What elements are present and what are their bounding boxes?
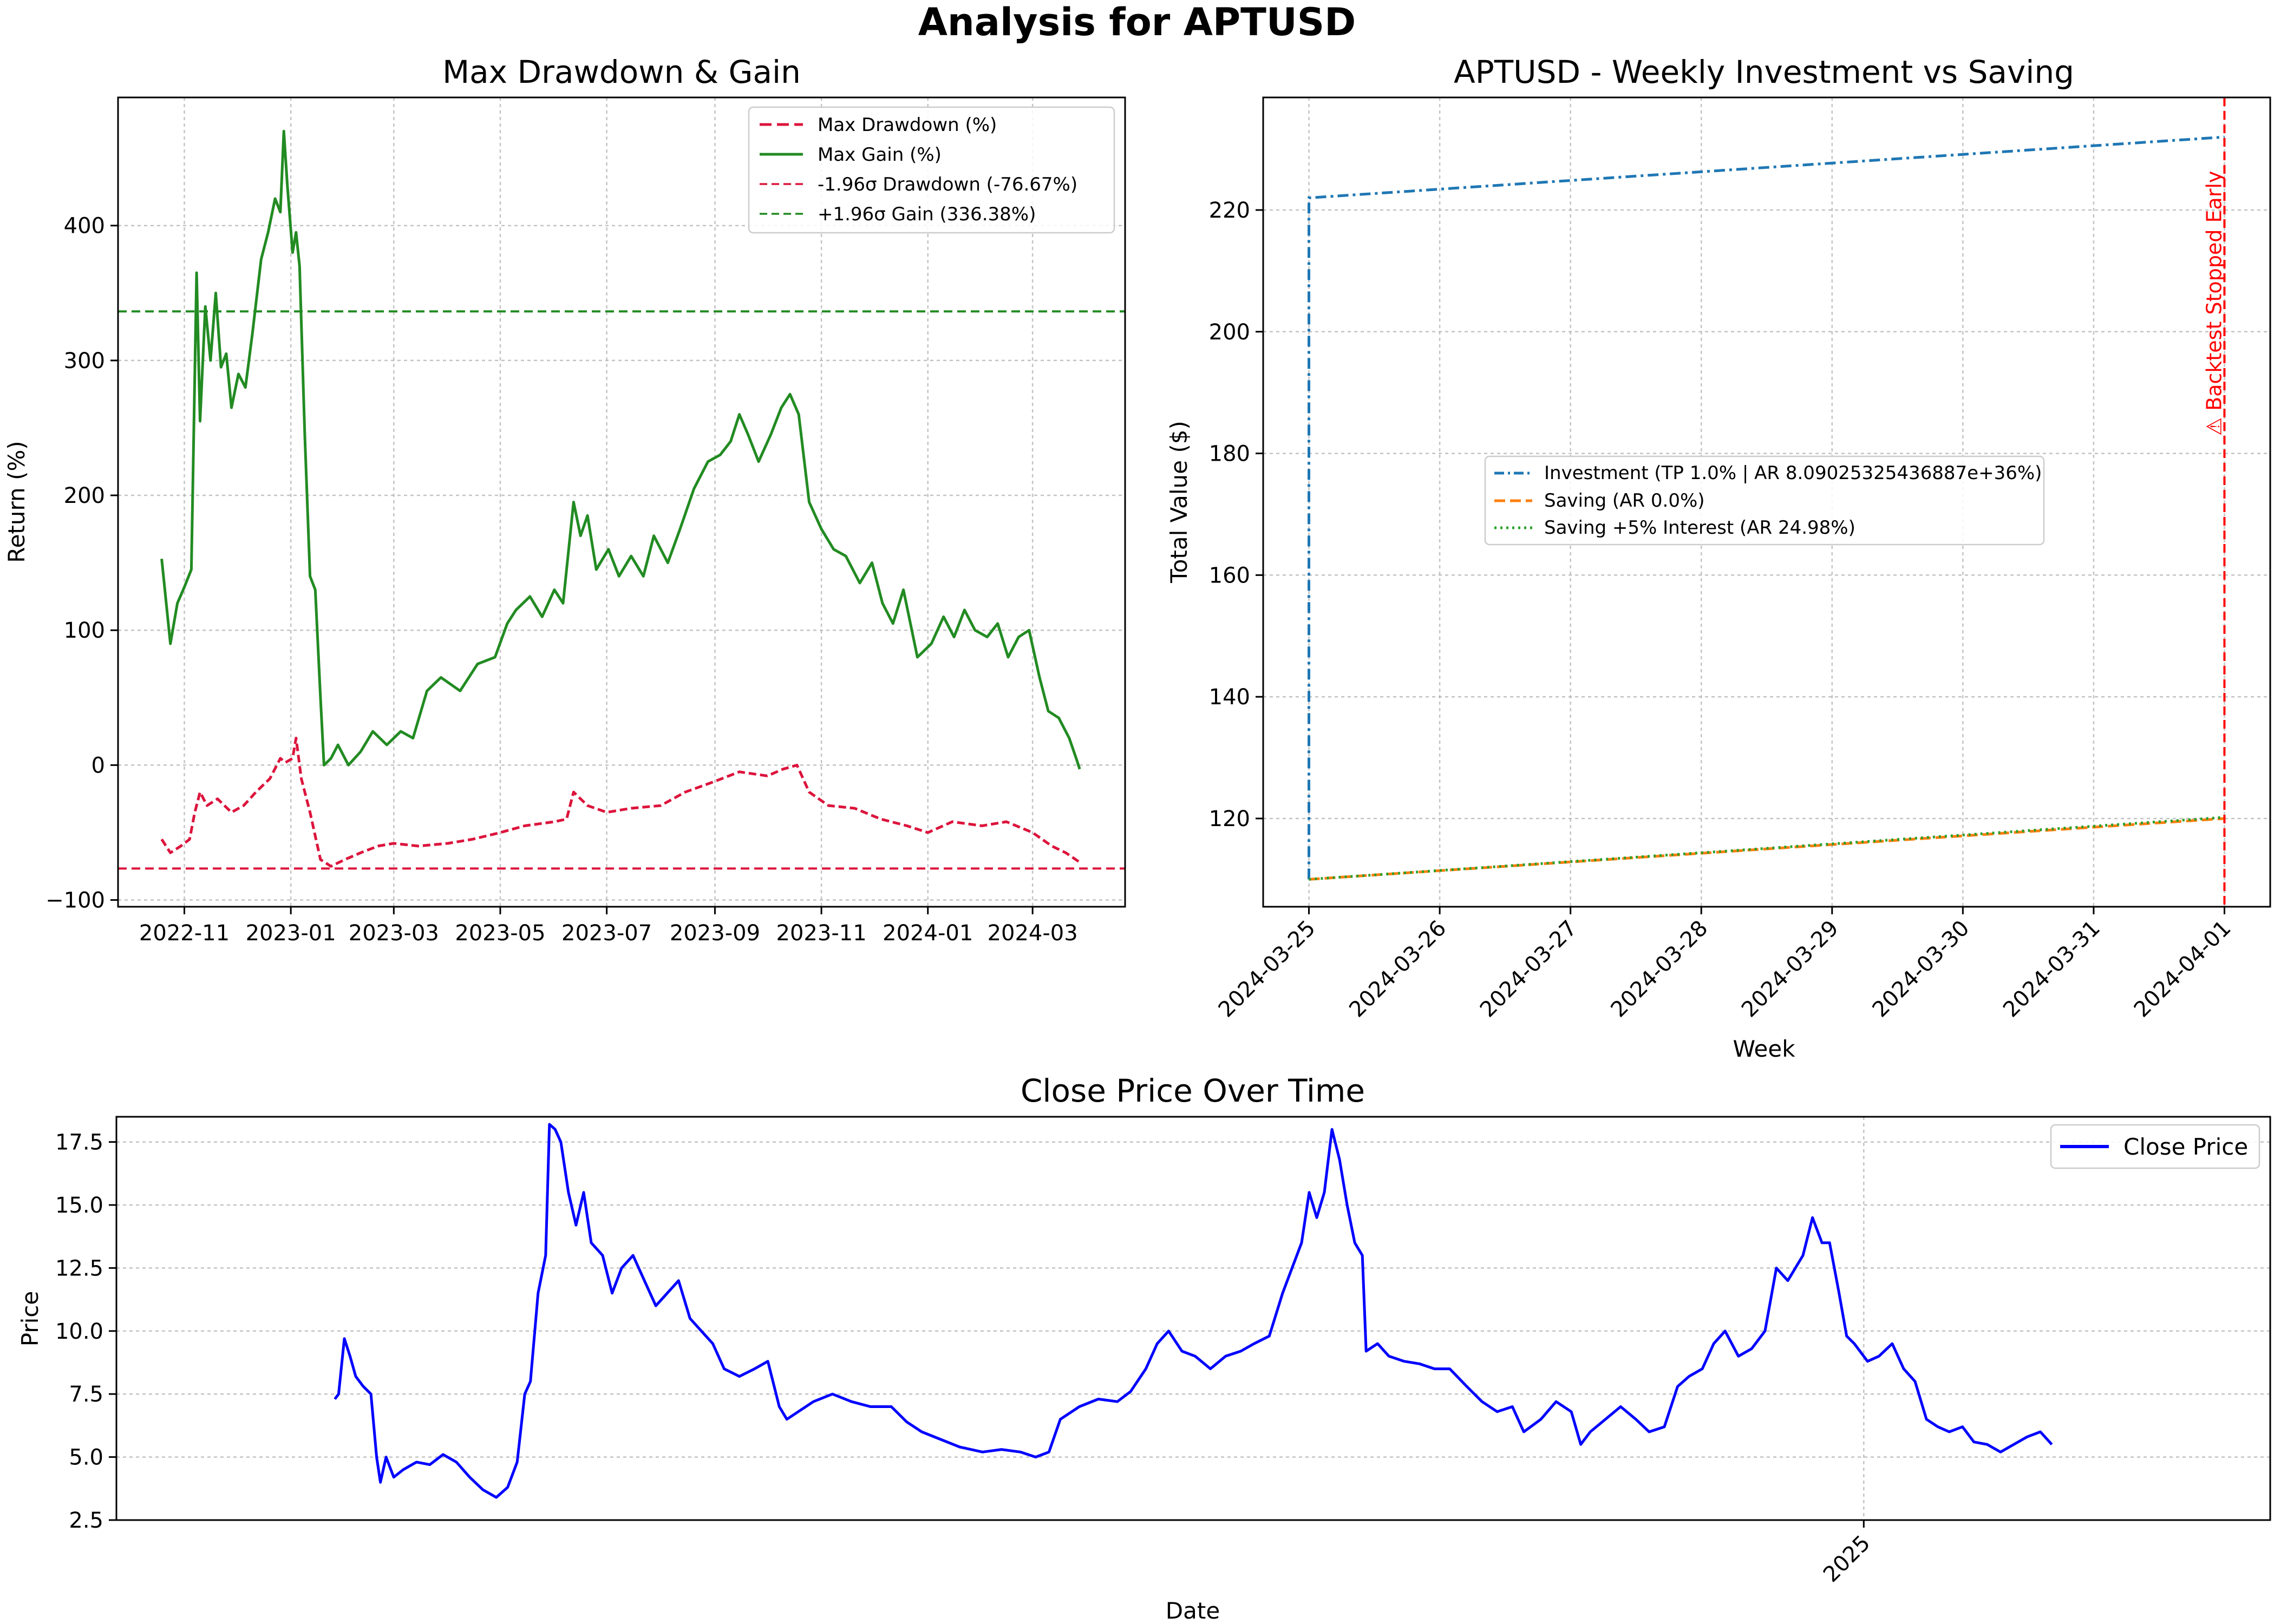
saving-interest-line (1309, 816, 2225, 881)
drawdown-x-tick-label: 2024-01 (883, 921, 973, 946)
investment-legend-label-saving: Saving (AR 0.0%) (1544, 490, 1705, 512)
close-price-y-tick-label: 17.5 (55, 1130, 103, 1155)
close-price-y-axis-label: Price (17, 1291, 43, 1346)
drawdown-y-tick-label: 400 (64, 214, 105, 239)
investment-chart-title: APTUSD - Weekly Investment vs Saving (1454, 54, 2074, 90)
investment-y-tick-label: 160 (1209, 563, 1250, 588)
drawdown-reference-lines (118, 310, 1125, 870)
close-price-grid (116, 1117, 2270, 1521)
investment-y-tick-label: 180 (1209, 442, 1250, 467)
investment-legend-frame (1484, 455, 2045, 546)
drawdown-x-tick-label: 2023-01 (246, 921, 336, 946)
drawdown-legend-label-sigma-gain: +1.96σ Gain (336.38%) (818, 204, 1036, 225)
drawdown-series (160, 129, 1081, 868)
drawdown-y-axis-label: Return (%) (3, 441, 30, 562)
drawdown-x-tick-label: 2023-05 (455, 921, 545, 946)
close-price-y-tick-label: 10.0 (55, 1319, 103, 1344)
drawdown-x-tick-label: 2024-03 (988, 921, 1078, 946)
close-price-chart: Close Price Over Time 2.5 5.0 7.5 10.0 12.5 1… (17, 1072, 2271, 1624)
close-price-legend-label: Close Price (2123, 1134, 2248, 1160)
investment-y-axis-label: Total Value ($) (1166, 421, 1192, 584)
drawdown-x-tick-label: 2023-11 (776, 921, 867, 946)
investment-legend-label-investment: Investment (TP 1.0% | AR 8.0902532543688… (1544, 462, 2042, 484)
close-price-y-tick-label: 2.5 (69, 1508, 103, 1533)
drawdown-x-tick-label: 2022-11 (139, 921, 230, 946)
drawdown-legend-label-max-drawdown: Max Drawdown (%) (818, 114, 997, 136)
close-price-chart-title: Close Price Over Time (1021, 1072, 1365, 1109)
investment-line (1308, 135, 2225, 880)
investment-series (1308, 135, 2225, 881)
drawdown-legend-label-max-gain: Max Gain (%) (818, 144, 942, 166)
investment-x-axis-label: Week (1733, 1036, 1795, 1062)
investment-y-tick-label: 220 (1209, 198, 1250, 223)
max-drawdown-line (160, 737, 1081, 868)
drawdown-y-tick-label: 200 (64, 483, 105, 508)
drawdown-legend-frame (748, 106, 1115, 234)
close-price-plot-frame (115, 1116, 2271, 1521)
drawdown-x-tick-label: 2023-03 (349, 921, 439, 946)
drawdown-y-tick-label: 300 (64, 349, 105, 374)
close-price-legend-frame (2050, 1124, 2260, 1169)
close-price-y-tick-label: 7.5 (69, 1382, 103, 1407)
drawdown-x-tick-label: 2023-09 (670, 921, 760, 946)
drawdown-plot-frame (117, 96, 1126, 908)
backtest-stop-label: ⚠ Backtest Stopped Early (2202, 171, 2226, 436)
investment-y-tick-label: 120 (1209, 807, 1250, 831)
close-price-y-tick-label: 5.0 (69, 1445, 103, 1470)
close-price-y-tick-label: 15.0 (55, 1193, 103, 1218)
drawdown-legend-label-sigma-drawdown: -1.96σ Drawdown (-76.67%) (818, 174, 1077, 195)
drawdown-chart-title: Max Drawdown & Gain (442, 54, 801, 90)
drawdown-x-tick-label: 2023-07 (561, 921, 652, 946)
drawdown-y-tick-label: 100 (64, 618, 105, 643)
drawdown-legend: Max Drawdown (%) Max Gain (%) -1.96σ Dra… (748, 106, 1115, 234)
drawdown-chart: Max Drawdown & Gain −100 0 100 200 300 400 20… (3, 54, 1126, 946)
investment-y-tick-label: 200 (1209, 320, 1250, 345)
close-price-x-axis-label: Date (1166, 1597, 1220, 1624)
close-price-y-ticks: 2.5 5.0 7.5 10.0 12.5 15.0 17.5 (55, 1130, 116, 1533)
drawdown-x-ticks: 2022-11 2023-01 2023-03 2023-05 2023-07 2023-… (139, 907, 1078, 946)
drawdown-y-tick-label: −100 (45, 888, 105, 913)
close-price-line (334, 1123, 2053, 1499)
drawdown-y-ticks: −100 0 100 200 300 400 (45, 214, 118, 913)
investment-legend-label-saving-interest: Saving +5% Interest (AR 24.98%) (1544, 517, 1855, 539)
figure-suptitle: Analysis for APTUSD (918, 0, 1356, 44)
close-price-y-tick-label: 12.5 (55, 1256, 103, 1281)
investment-plot-frame (1262, 96, 2271, 908)
close-price-legend: Close Price (2050, 1124, 2260, 1169)
drawdown-y-tick-label: 0 (92, 753, 105, 778)
investment-y-tick-label: 140 (1209, 685, 1250, 710)
investment-legend: Investment (TP 1.0% | AR 8.0902532543688… (1484, 455, 2045, 546)
max-gain-line (160, 129, 1081, 770)
close-price-series (334, 1123, 2053, 1499)
investment-stop-line: ⚠ Backtest Stopped Early (2202, 97, 2226, 907)
investment-y-ticks: 120 140 160 180 200 220 (1209, 198, 1263, 831)
